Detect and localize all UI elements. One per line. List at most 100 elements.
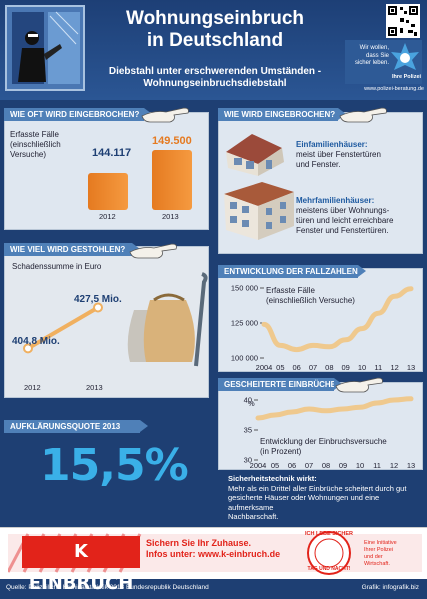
failed-series-line [255,396,414,421]
pointing-hand-icon [129,243,177,259]
multi-family-line-2: türen und leicht erreichbare [296,216,394,225]
graphic-credit: Grafik: infografik.biz [361,584,419,591]
bar-category-2013: 2013 [162,212,179,221]
bar-2013 [152,150,192,210]
how-much-point-2012 [23,343,33,354]
how-much-line-chart [23,302,103,354]
how-much-label: Schadenssumme in Euro [12,262,102,271]
failed-xtick-10: 10 [356,461,364,470]
single-family-title: Einfamilienhäuser: [296,140,368,149]
pointing-hand-icon [141,107,189,123]
subtitle-line-1: Diebstahl unter erschwerenden Umständen … [108,66,322,77]
police-slogan: Wir wollen, dass Sie sicher leben. [347,45,389,68]
initiative-line-3: und der [364,554,383,560]
qr-code-icon[interactable] [386,4,420,38]
panel-failed [218,382,423,470]
development-label-line-2: (einschließlich Versuche) [266,296,355,305]
clearance-rate-unit: % [144,440,189,491]
how-much-value-label-2013: 427,5 Mio. [74,294,122,305]
single-family-line-1: meist über Fenstertüren [296,150,381,159]
failed-ytick-label-1: 35 [244,426,252,435]
how-often-label: Erfasste Fälle (einschließlich Versuche) [10,130,61,160]
security-note-line-3: Nachbarschaft. [228,512,279,521]
failed-xtick-09: 09 [339,461,347,470]
how-much-x-2012: 2012 [24,383,41,392]
development-series-line [261,286,414,353]
police-url[interactable]: www.polizei-beratung.de [364,86,424,92]
security-note: Sicherheitstechnik wirkt: Mehr als ein D… [228,474,423,522]
bar-value-label-2012: 144.117 [92,147,132,159]
pointing-hand-icon [335,377,383,393]
how-often-label-line-2: (einschließlich [10,140,61,149]
heading-how-much: WIE VIEL WIRD GESTOHLEN? [4,243,140,256]
development-ytick-label-2: 100 000 [231,354,258,363]
police-slogan-line-2: dass Sie [365,52,389,59]
development-xtick-11: 11 [374,363,382,372]
heading-how-often: WIE OFT WIRD EINGEBROCHEN? [4,108,152,121]
title-line-1: Wohnungseinbruch [125,8,305,29]
page-subtitle: Diebstahl unter erschwerenden Umständen … [95,66,335,90]
heading-how: WIE WIRD EINGEBROCHEN? [218,108,346,121]
footer-slogan-line-1: Sichern Sie Ihr Zuhause. [146,538,252,548]
failed-label: Entwicklung der Einbruchsversuche (in Pr… [260,437,387,457]
development-xtick-08: 08 [325,363,333,372]
development-ytick-label-0: 150 000 [231,284,258,293]
security-note-title: Sicherheitstechnik wirkt: [228,474,317,483]
clearance-rate-value: 15,5 [40,440,146,491]
seal-bottom-text: TAG UND NACHT! [307,566,351,572]
development-xtick-10: 10 [358,363,366,372]
how-much-x-2013: 2013 [86,383,103,392]
initiative-line-1: Eine Initiative [364,540,397,546]
seal-icon [307,531,351,575]
development-xtick-12: 12 [390,363,398,372]
how-often-label-line-3: Versuche) [10,150,47,159]
k-einbruch-logo: K EINBRUCH [22,536,140,594]
security-note-line-2: gesicherte Häuser oder Wohnungen und ein… [228,493,380,512]
heading-failed: GESCHEITERTE EINBRÜCHE [218,378,342,391]
subtitle-line-2: Wohnungseinbruchsdiebstahl [143,78,287,89]
initiative-line-4: Wirtschaft. [364,561,390,567]
development-xtick-05: 05 [276,363,284,372]
failed-xtick-08: 08 [322,461,330,470]
single-family-house-illustration [226,134,284,176]
apartment-building-illustration [224,182,294,240]
single-family-text: Einfamilienhäuser: meist über Fenstertür… [296,140,381,170]
failed-ytick-label-0: 40 [244,396,252,405]
pointing-hand-icon [339,107,387,123]
multi-family-line-1: meistens über Wohnungs- [296,206,390,215]
seal-top-text: ICH LEBE SICHER [305,531,353,537]
multi-family-line-3: Fenster und Fenstertüren. [296,226,389,235]
failed-xtick-2004: 2004 [250,461,267,470]
failed-unit-label: % [248,399,255,408]
money-bags-crowbar-illustration [127,272,208,367]
police-label: Ihre Polizei [392,74,422,80]
how-much-series-line [26,305,100,351]
initiative-line-2: Ihrer Polizei [364,547,394,553]
clearance-rate: 15,5% [40,440,189,491]
failed-xtick-12: 12 [390,461,398,470]
police-logo [345,40,422,84]
multi-family-text: Mehrfamilienhäuser: meistens über Wohnun… [296,196,393,236]
page-title: Wohnungseinbruch in Deutschland [95,8,335,52]
development-xtick-07: 07 [309,363,317,372]
bar-value-label-2013: 149.500 [152,135,192,147]
source-note: Quelle: Polizeiliche Kriminalstatistik 2… [6,584,209,591]
failed-label-line-2: (in Prozent) [260,447,302,456]
failed-ytick-label-2: 30 [244,456,252,465]
police-slogan-line-1: Wir wollen, [359,45,389,51]
footer-slogan-line-2[interactable]: Infos unter: www.k-einbruch.de [146,549,281,559]
burglar-window-illustration [5,5,85,91]
development-xtick-06: 06 [292,363,300,372]
multi-family-title: Mehrfamilienhäuser: [296,196,375,205]
how-much-point-2013 [93,302,103,313]
development-xtick-13: 13 [407,363,415,372]
development-xtick-2004: 2004 [256,363,273,372]
bar-category-2012: 2012 [99,212,116,221]
failed-xtick-05: 05 [271,461,279,470]
title-line-2: in Deutschland [146,30,284,51]
development-xtick-09: 09 [341,363,349,372]
bar-2012 [88,172,128,210]
failed-xtick-11: 11 [373,461,381,470]
